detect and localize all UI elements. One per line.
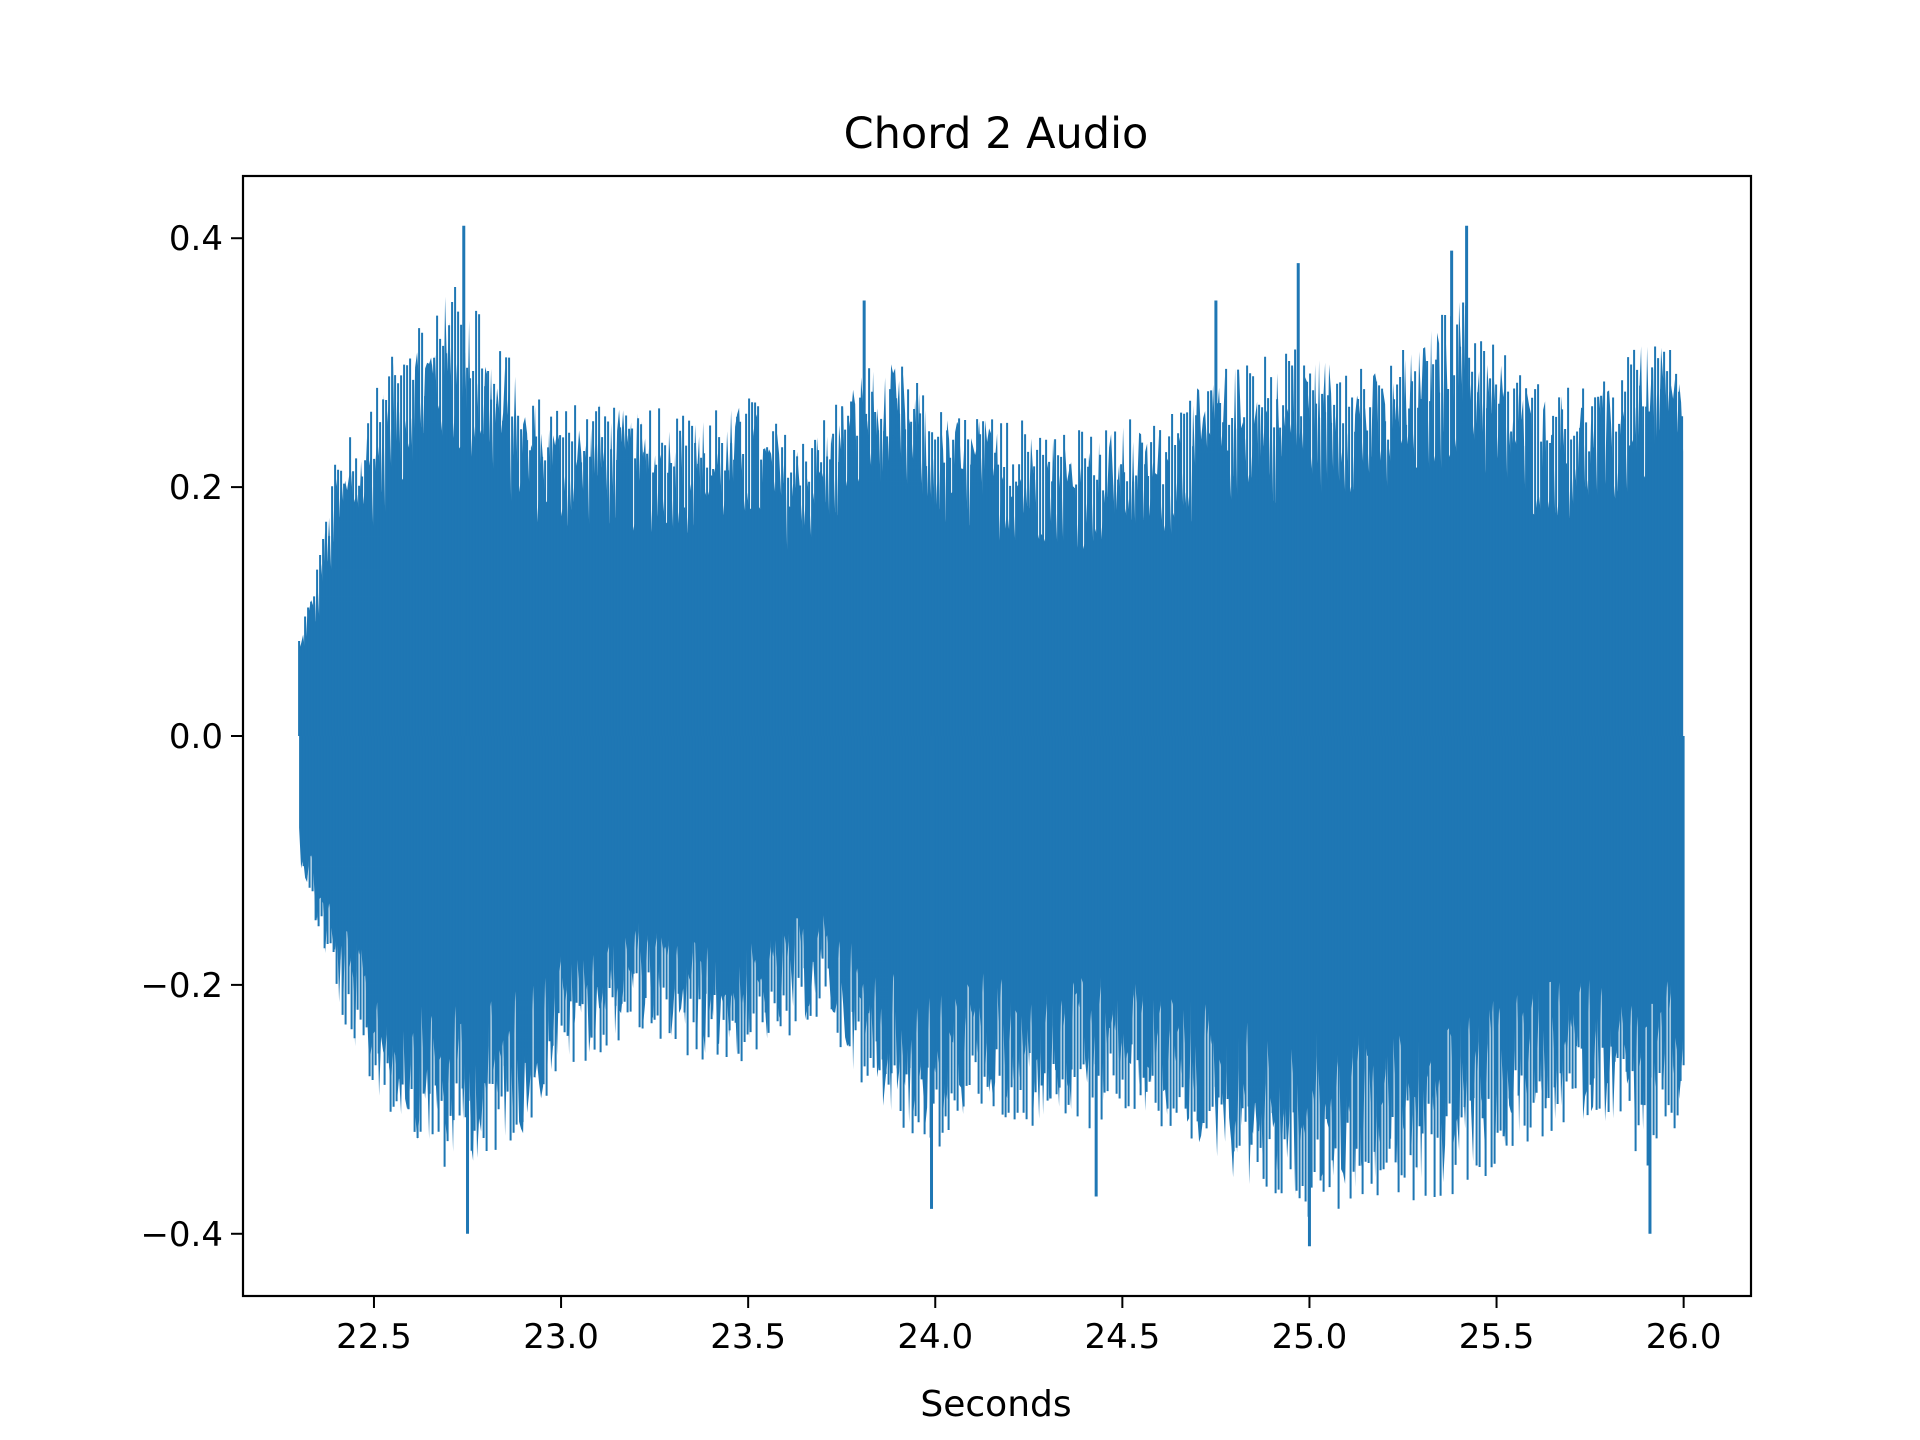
chart-title: Chord 2 Audio bbox=[844, 109, 1149, 159]
x-tick-label: 25.0 bbox=[1272, 1317, 1348, 1357]
x-tick-label: 25.5 bbox=[1459, 1317, 1535, 1357]
y-tick-label: −0.4 bbox=[140, 1215, 223, 1255]
x-tick-label: 23.0 bbox=[523, 1317, 599, 1357]
x-tick-label: 23.5 bbox=[710, 1317, 786, 1357]
y-axis: −0.4 −0.2 0.0 0.2 0.4 bbox=[140, 219, 243, 1255]
waveform-series-strokes bbox=[298, 225, 1685, 1247]
x-axis: 22.5 23.0 23.5 24.0 24.5 25.0 25.5 26.0 bbox=[336, 1296, 1721, 1357]
x-tick-label: 24.0 bbox=[897, 1317, 973, 1357]
y-tick-label: −0.2 bbox=[140, 966, 223, 1006]
waveform-spikes bbox=[298, 287, 1685, 1217]
plot-area bbox=[298, 225, 1685, 1247]
x-tick-label: 22.5 bbox=[336, 1317, 412, 1357]
x-tick-label: 24.5 bbox=[1085, 1317, 1161, 1357]
x-tick-label: 26.0 bbox=[1646, 1317, 1722, 1357]
x-axis-label: Seconds bbox=[920, 1384, 1071, 1425]
y-tick-label: 0.4 bbox=[169, 219, 223, 259]
y-tick-label: 0.0 bbox=[169, 717, 223, 757]
y-tick-label: 0.2 bbox=[169, 468, 223, 508]
